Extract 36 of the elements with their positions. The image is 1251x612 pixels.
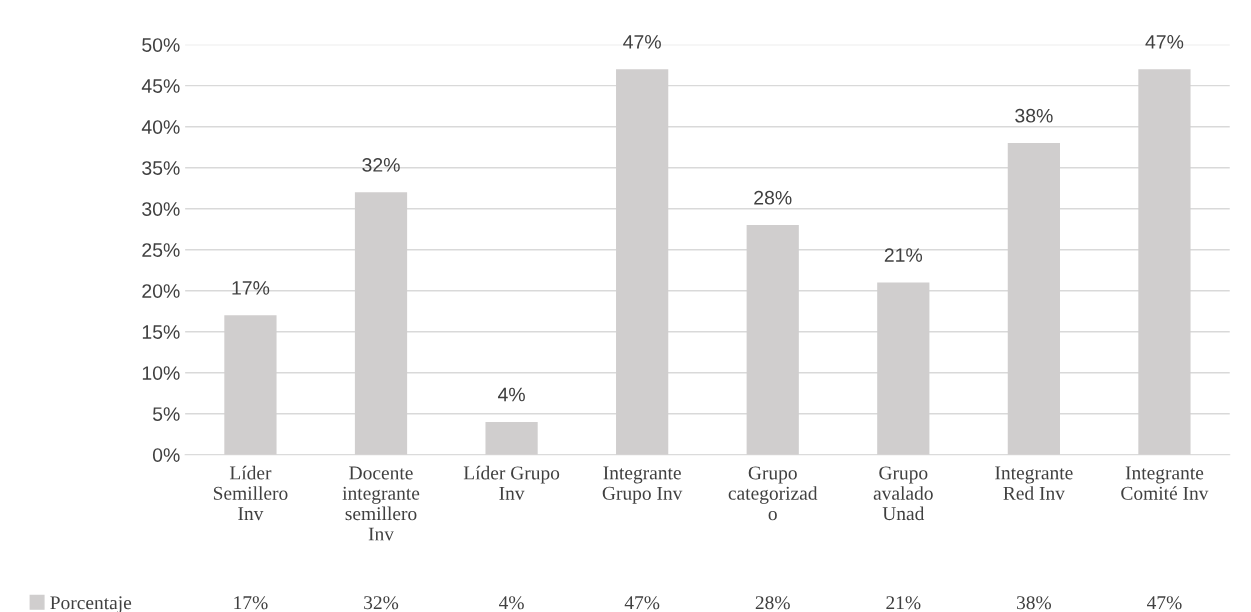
y-tick-label: 30% <box>142 202 180 216</box>
data-label: 47% <box>624 596 660 610</box>
text: 32% <box>362 158 400 172</box>
text: 4% <box>497 387 525 402</box>
y-tick-label: 45% <box>141 79 180 93</box>
y-tick-label: 35% <box>142 161 180 175</box>
y-tick-label: 25% <box>142 243 180 257</box>
text: 17% <box>232 281 270 295</box>
text: 21% <box>884 248 923 262</box>
x-tick-label: Docente integrante semillero Inv <box>342 466 420 541</box>
y-tick-label: 15% <box>142 325 180 339</box>
x-tick-label: Grupo avalado Unad <box>873 466 933 521</box>
y-tick-label: 40% <box>141 120 180 134</box>
x-tick-label: Líder Semillero Inv <box>213 465 288 521</box>
bar <box>485 421 538 455</box>
y-tick-label: 5% <box>152 407 180 421</box>
x-tick-label: Integrante Comité Inv <box>1121 466 1209 500</box>
y-tick-label: 50% <box>142 38 180 52</box>
x-tick-label: Integrante Red Inv <box>995 466 1073 500</box>
data-label: 47% <box>1147 596 1182 610</box>
x-tick-label: Grupo categorizad o <box>728 466 818 521</box>
data-label: 4% <box>499 596 524 610</box>
y-tick-label: 10% <box>142 366 180 380</box>
text: 38% <box>1015 108 1053 123</box>
text: 47% <box>623 35 661 49</box>
data-label: 32% <box>364 596 399 610</box>
x-tick-label: Líder Grupo Inv <box>463 465 560 500</box>
data-label: 21% <box>886 596 921 610</box>
y-tick-label: 20% <box>142 284 180 298</box>
x-tick-label: Integrante Grupo Inv <box>602 466 683 504</box>
y-tick-label: 0% <box>152 448 180 462</box>
text: 47% <box>1145 35 1184 49</box>
data-label: 38% <box>1016 596 1052 610</box>
text: 28% <box>754 190 792 205</box>
data-label: 17% <box>234 596 268 610</box>
data-label: 28% <box>755 596 790 610</box>
